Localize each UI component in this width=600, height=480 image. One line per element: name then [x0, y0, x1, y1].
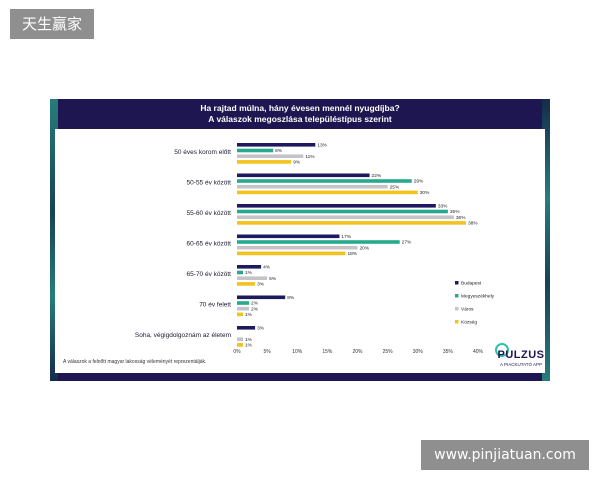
- bar-község: [237, 343, 244, 347]
- data-label: 22%: [372, 173, 382, 179]
- bar-város: [237, 245, 358, 250]
- x-tick-label: 0%: [233, 349, 241, 355]
- category-label: 60-65 év között: [187, 241, 232, 248]
- data-label: 2%: [251, 301, 259, 307]
- category-label: 50-55 év között: [187, 180, 232, 187]
- data-label: 4%: [263, 264, 271, 270]
- data-label: 17%: [341, 234, 351, 240]
- data-label: 8%: [287, 295, 295, 301]
- data-label: 27%: [402, 240, 412, 246]
- data-label: 13%: [317, 142, 327, 148]
- data-label: 33%: [438, 203, 448, 209]
- bar-megyeszékhely: [237, 209, 448, 214]
- data-label: 1%: [245, 337, 253, 343]
- data-label: 1%: [245, 312, 253, 318]
- legend-label: Város: [461, 306, 474, 312]
- category-label: 70 év felett: [199, 302, 231, 309]
- watermark-bottom: www.pinjiatuan.com: [421, 440, 589, 470]
- bar-város: [237, 154, 304, 158]
- data-label: 1%: [245, 270, 253, 276]
- x-tick-label: 15%: [322, 349, 333, 355]
- category-label: Soha, végigdolgoznám az életem: [135, 332, 231, 339]
- bar-község: [237, 282, 256, 286]
- legend-swatch: [455, 294, 459, 298]
- bar-megyeszékhely: [237, 270, 244, 275]
- watermark-top: 天生赢家: [10, 9, 94, 39]
- data-label: 11%: [305, 154, 315, 160]
- x-tick-label: 5%: [264, 349, 272, 355]
- data-label: 20%: [360, 245, 370, 251]
- bar-város: [237, 306, 250, 311]
- data-label: 3%: [257, 282, 265, 288]
- data-label: 25%: [390, 184, 400, 190]
- data-label: 29%: [414, 179, 424, 185]
- data-label: 36%: [456, 215, 466, 221]
- footnote: A válaszok a felnőtt magyar lakosság vél…: [63, 359, 207, 365]
- bar-község: [237, 160, 292, 164]
- decorative-glow-right: [542, 99, 550, 381]
- data-label: 35%: [450, 209, 460, 215]
- chart-title: Ha rajtad múlna, hány évesen mennél nyug…: [200, 103, 400, 113]
- legend-swatch: [455, 307, 459, 311]
- bar-budapest: [237, 295, 286, 300]
- bar-budapest: [237, 326, 256, 330]
- bar-megyeszékhely: [237, 301, 250, 305]
- data-label: 9%: [293, 160, 301, 166]
- chart-panel: 50 éves korom előtt 13% 6% 11% 9% 50-55 év kö…: [55, 129, 545, 373]
- bar-chart: 50 éves korom előtt 13% 6% 11% 9% 50-55 év kö…: [135, 142, 495, 355]
- bar-megyeszékhely: [237, 240, 400, 244]
- bar-budapest: [237, 265, 262, 269]
- bar-város: [237, 337, 244, 341]
- bar-város: [237, 184, 388, 189]
- bar-megyeszékhely: [237, 179, 412, 183]
- data-label: 1%: [245, 343, 253, 349]
- bar-budapest: [237, 204, 436, 208]
- data-label: 30%: [420, 190, 430, 196]
- legend-label: Budapest: [461, 280, 482, 286]
- bar-budapest: [237, 173, 370, 178]
- data-label: 6%: [275, 148, 283, 154]
- bar-budapest: [237, 143, 316, 147]
- bar-község: [237, 251, 346, 256]
- logo-name: PULZUS: [497, 349, 545, 361]
- x-tick-label: 30%: [413, 349, 424, 355]
- data-label: 38%: [468, 221, 478, 227]
- decorative-glow-left: [50, 99, 58, 381]
- chart-title-block: Ha rajtad múlna, hány évesen mennél nyug…: [50, 103, 550, 125]
- bar-város: [237, 215, 454, 219]
- x-tick-label: 10%: [292, 349, 303, 355]
- x-tick-label: 35%: [443, 349, 454, 355]
- data-label: 3%: [257, 325, 265, 331]
- bar-község: [237, 221, 466, 225]
- bar-község: [237, 312, 244, 317]
- bar-község: [237, 190, 418, 195]
- legend-label: Község: [461, 319, 477, 325]
- bar-budapest: [237, 234, 340, 239]
- chart-frame: Ha rajtad múlna, hány évesen mennél nyug…: [50, 99, 550, 381]
- logo-tagline: A PIACKUTATÓ APP: [499, 362, 543, 367]
- x-tick-label: 40%: [473, 349, 484, 355]
- bar-város: [237, 276, 268, 280]
- pulzus-logo: PULZUS A PIACKUTATÓ APP: [495, 339, 545, 371]
- bar-megyeszékhely: [237, 148, 274, 153]
- x-tick-label: 20%: [352, 349, 363, 355]
- chart-subtitle: A válaszok megoszlása településtípus sze…: [208, 114, 392, 124]
- legend-swatch: [455, 320, 459, 324]
- data-label: 18%: [347, 251, 357, 257]
- data-label: 5%: [269, 276, 277, 282]
- logo-ring-icon: [495, 343, 509, 357]
- legend-label: Megyeszékhely: [461, 293, 495, 299]
- data-label: 2%: [251, 306, 259, 312]
- category-label: 65-70 év között: [187, 271, 232, 278]
- category-label: 50 éves korom előtt: [174, 149, 231, 156]
- category-label: 55-60 év között: [187, 210, 232, 217]
- legend-swatch: [455, 281, 459, 285]
- x-tick-label: 25%: [383, 349, 394, 355]
